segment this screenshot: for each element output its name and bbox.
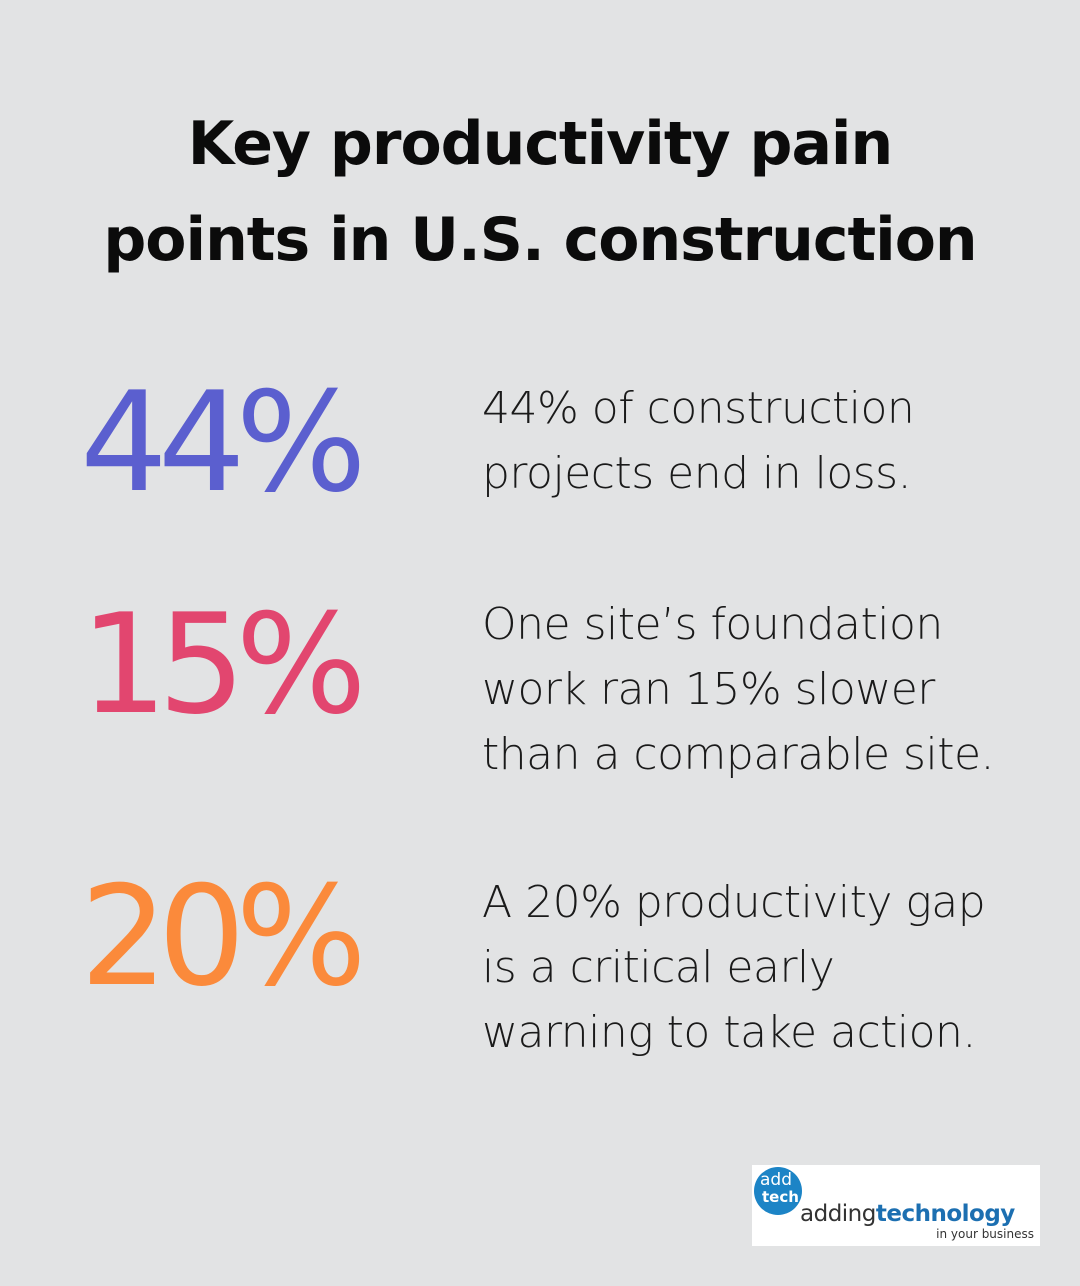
logo-tagline: in your business	[936, 1227, 1034, 1241]
logo-badge-icon: add tech	[754, 1167, 802, 1215]
stat-line: is a critical early	[482, 942, 835, 993]
title-line-2: points in U.S. construction	[103, 205, 977, 275]
logo-word-light: adding	[800, 1201, 876, 1227]
stat-line: warning to take action.	[482, 1007, 976, 1058]
stat-line: than a comparable site.	[482, 729, 995, 780]
logo-badge-bottom: tech	[762, 1188, 799, 1206]
stat-line: One site’s foundation	[482, 599, 943, 650]
stat-line: A 20% productivity gap	[482, 877, 986, 928]
logo-badge-top: add	[760, 1170, 792, 1190]
stat-description-20: A 20% productivity gap is a critical ear…	[482, 870, 1042, 1065]
stat-line: projects end in loss.	[482, 448, 912, 499]
stat-value-20: 20%	[80, 856, 367, 1017]
logo-word-bold: technology	[875, 1201, 1015, 1227]
stat-value-44: 44%	[80, 362, 367, 523]
logo-wordmark: addingtechnology	[800, 1201, 1015, 1227]
stat-value-15: 15%	[80, 584, 367, 745]
stat-line: work ran 15% slower	[482, 664, 935, 715]
title-line-1: Key productivity pain	[187, 109, 893, 179]
page-title: Key productivity pain points in U.S. con…	[0, 96, 1080, 288]
stat-line: 44% of construction	[482, 383, 915, 434]
company-logo: add tech addingtechnology in your busine…	[752, 1165, 1040, 1246]
stat-description-44: 44% of construction projects end in loss…	[482, 376, 1042, 506]
stat-description-15: One site’s foundation work ran 15% slowe…	[482, 592, 1042, 787]
